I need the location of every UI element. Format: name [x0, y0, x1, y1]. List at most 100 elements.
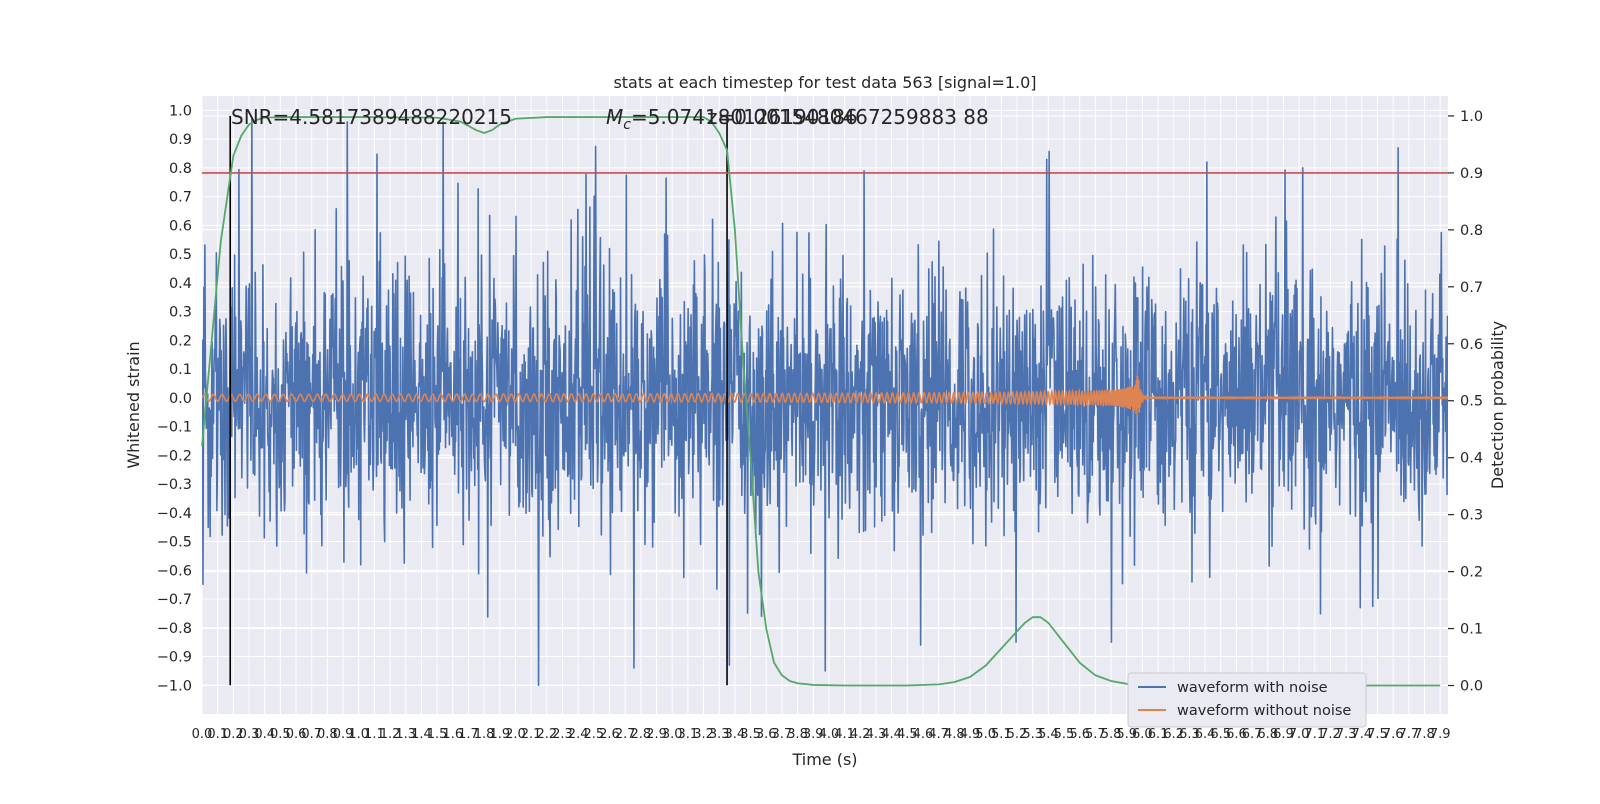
- x-tick-label: 2.2: [536, 727, 557, 742]
- y-tick-label-right: 0.6: [1460, 337, 1483, 353]
- x-tick-label: 7.0: [1289, 727, 1310, 742]
- y-tick-label-right: 0.9: [1460, 166, 1483, 182]
- x-tick-label: 0.5: [270, 727, 291, 742]
- x-tick-label: 2.4: [568, 727, 589, 742]
- x-tick-label: 5.9: [1116, 727, 1137, 742]
- x-tick-label: 5.5: [1054, 727, 1075, 742]
- x-tick-label: 6.0: [1132, 727, 1153, 742]
- x-tick-label: 4.6: [913, 727, 934, 742]
- y-tick-label-right: 0.0: [1460, 679, 1483, 695]
- y-tick-label-right: 0.7: [1460, 280, 1483, 296]
- x-tick-label: 7.5: [1367, 727, 1388, 742]
- y-ticks-left: 1.0 0.9 0.8 0.7 0.6 0.5 0.4 0.3 0.2 0.1 0.0 −0.1 −0.…: [157, 103, 192, 694]
- x-tick-label: 6.9: [1273, 727, 1294, 742]
- x-tick-label: 3.8: [787, 727, 808, 742]
- x-tick-label: 4.2: [850, 727, 871, 742]
- x-tick-label: 3.4: [725, 727, 746, 742]
- y-tick-label: 0.2: [169, 333, 192, 349]
- y-tick-label: −0.5: [157, 535, 192, 551]
- x-tick-label: 7.8: [1414, 727, 1435, 742]
- y-tick-label-right: 0.8: [1460, 223, 1483, 239]
- x-tick-label: 3.0: [662, 727, 683, 742]
- x-tick-label: 0.3: [239, 727, 260, 742]
- x-tick-label: 4.9: [960, 727, 981, 742]
- x-tick-label: 3.5: [740, 727, 761, 742]
- x-tick-label: 0.1: [207, 727, 228, 742]
- mc-value: =5.074180126190186: [631, 105, 858, 129]
- x-tick-label: 6.6: [1226, 727, 1247, 742]
- noise-waveform: [202, 118, 1448, 687]
- x-tick-label: 6.5: [1210, 727, 1231, 742]
- y-tick-label: 0.1: [169, 362, 192, 378]
- y-tick-label: 1.0: [169, 103, 192, 119]
- x-tick-label: 2.0: [505, 727, 526, 742]
- x-tick-label: 5.8: [1101, 727, 1122, 742]
- y-tick-label: −0.8: [157, 621, 192, 637]
- y-tick-label-right: 0.2: [1460, 565, 1483, 581]
- x-tick-label: 1.3: [395, 727, 416, 742]
- legend: waveform with noise waveform without noi…: [1127, 672, 1367, 728]
- x-tick-label: 0.9: [333, 727, 354, 742]
- x-tick-label: 3.6: [756, 727, 777, 742]
- probability-line: [201, 116, 1441, 687]
- x-tick-label: 6.1: [1148, 727, 1169, 742]
- y-tick-label-right: 1.0: [1460, 109, 1483, 125]
- x-tick-label: 2.3: [552, 727, 573, 742]
- x-tick-label: 1.9: [489, 727, 510, 742]
- clean-line: [202, 375, 1448, 415]
- chart-title: stats at each timestep for test data 563…: [613, 73, 1036, 92]
- x-tick-label: 5.4: [1038, 727, 1059, 742]
- y-axis-right-label: Detection probability: [1488, 321, 1507, 489]
- x-tick-label: 2.1: [521, 727, 542, 742]
- x-tick-label: 3.3: [709, 727, 730, 742]
- x-tick-label: 6.7: [1242, 727, 1263, 742]
- legend-box: [1127, 672, 1367, 728]
- x-tick-label: 5.2: [1007, 727, 1028, 742]
- x-tick-label: 1.8: [474, 727, 495, 742]
- x-tick-label: 2.6: [599, 727, 620, 742]
- x-tick-label: 0.4: [254, 727, 275, 742]
- x-tick-label: 5.6: [1069, 727, 1090, 742]
- y-tick-label: 0.0: [169, 391, 192, 407]
- x-tick-label: 4.0: [819, 727, 840, 742]
- x-tick-label: 0.2: [223, 727, 244, 742]
- x-tick-label: 5.7: [1085, 727, 1106, 742]
- x-tick-label: 7.1: [1304, 727, 1325, 742]
- reference-lines: [202, 115, 1448, 686]
- x-tick-label: 4.4: [881, 727, 902, 742]
- y-tick-label: −0.1: [157, 420, 192, 436]
- x-tick-label: 6.3: [1179, 727, 1200, 742]
- x-tick-label: 1.7: [458, 727, 479, 742]
- y-tick-label-right: 0.1: [1460, 622, 1483, 638]
- mc-annotation: Mc=5.074180126190186: [606, 105, 858, 133]
- x-tick-label: 7.4: [1351, 727, 1372, 742]
- x-tick-label: 2.5: [583, 727, 604, 742]
- x-tick-label: 1.5: [427, 727, 448, 742]
- x-tick-label: 6.2: [1163, 727, 1184, 742]
- x-tick-label: 1.0: [348, 727, 369, 742]
- mc-subscript: c: [623, 117, 631, 133]
- x-axis-label: Time (s): [791, 750, 857, 769]
- y-tick-label: 0.7: [169, 190, 192, 206]
- x-tick-label: 0.7: [301, 727, 322, 742]
- x-tick-label: 1.4: [411, 727, 432, 742]
- x-ticks: 0.00.10.20.30.40.50.60.70.80.91.01.11.21…: [192, 727, 1451, 742]
- y-tick-label: 0.4: [169, 276, 192, 292]
- y-tick-label: 0.9: [169, 132, 192, 148]
- x-tick-label: 4.5: [897, 727, 918, 742]
- y-tick-label: 0.3: [169, 305, 192, 321]
- x-tick-label: 1.1: [364, 727, 385, 742]
- x-tick-label: 0.0: [192, 727, 213, 742]
- y-tick-label: 0.6: [169, 218, 192, 234]
- x-tick-label: 1.2: [380, 727, 401, 742]
- y-tick-label: 0.5: [169, 247, 192, 263]
- x-tick-label: 4.3: [866, 727, 887, 742]
- x-tick-label: 0.8: [317, 727, 338, 742]
- x-tick-label: 7.9: [1430, 727, 1451, 742]
- y-tick-label: −0.3: [157, 477, 192, 493]
- y-tick-label: −0.6: [157, 563, 192, 579]
- snr-annotation: SNR=4.5817389488220215: [231, 105, 512, 129]
- x-tick-label: 2.8: [630, 727, 651, 742]
- noise-line: [202, 118, 1448, 687]
